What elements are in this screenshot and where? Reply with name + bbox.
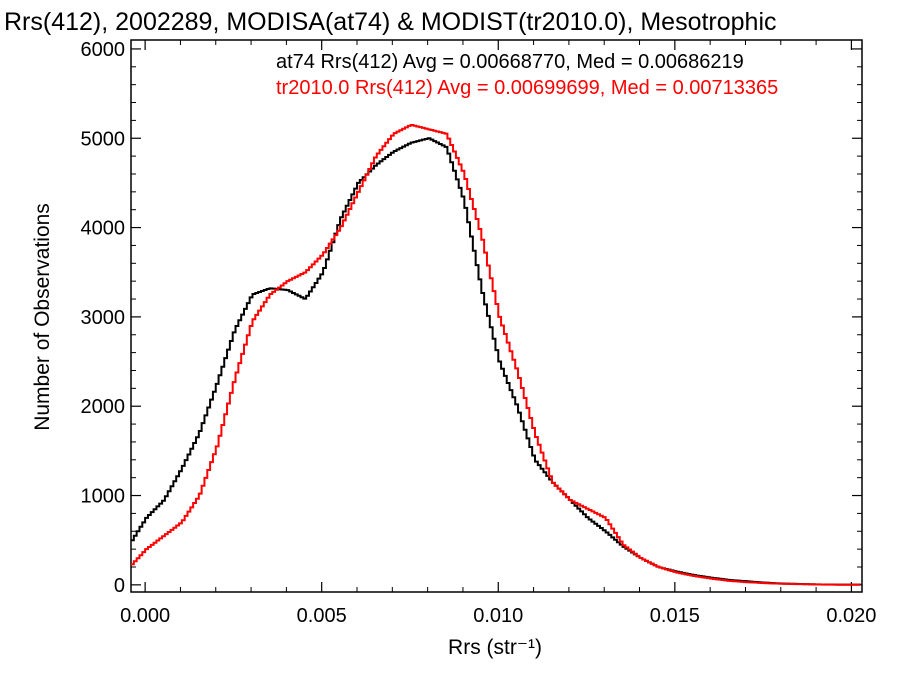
legend-entry-at74: at74 Rrs(412) Avg = 0.00668770, Med = 0.…: [276, 51, 744, 73]
x-tick-label: 0.015: [650, 605, 700, 627]
plot-border: [130, 39, 863, 593]
x-axis-ticks: 0.000 0.005 0.010 0.015 0.020: [120, 40, 876, 627]
y-axis-ticks: 0 1000 2000 3000 4000 5000 6000: [81, 39, 862, 597]
x-tick-label: 0.010: [473, 605, 523, 627]
x-axis-label: Rrs (str⁻¹): [448, 636, 542, 659]
y-tick-label: 3000: [81, 307, 126, 329]
series-lines: [131, 124, 861, 586]
y-tick-label: 4000: [81, 218, 126, 240]
legend-entry-tr2010: tr2010.0 Rrs(412) Avg = 0.00699699, Med …: [276, 77, 778, 99]
legend: at74 Rrs(412) Avg = 0.00668770, Med = 0.…: [276, 51, 778, 99]
x-tick-label: 0.000: [120, 605, 170, 627]
y-tick-label: 5000: [81, 128, 126, 150]
y-tick-label: 1000: [81, 486, 126, 508]
chart-title: Rrs(412), 2002289, MODISA(at74) & MODIST…: [4, 8, 777, 36]
series-line-tr2010: [131, 124, 861, 586]
y-tick-label: 6000: [81, 39, 126, 61]
y-tick-label: 2000: [81, 396, 126, 418]
x-tick-label: 0.020: [826, 605, 876, 627]
y-tick-label: 0: [114, 575, 125, 597]
y-axis-label: Number of Observations: [31, 203, 54, 431]
plot-frame: [130, 39, 863, 593]
x-tick-label: 0.005: [297, 605, 347, 627]
